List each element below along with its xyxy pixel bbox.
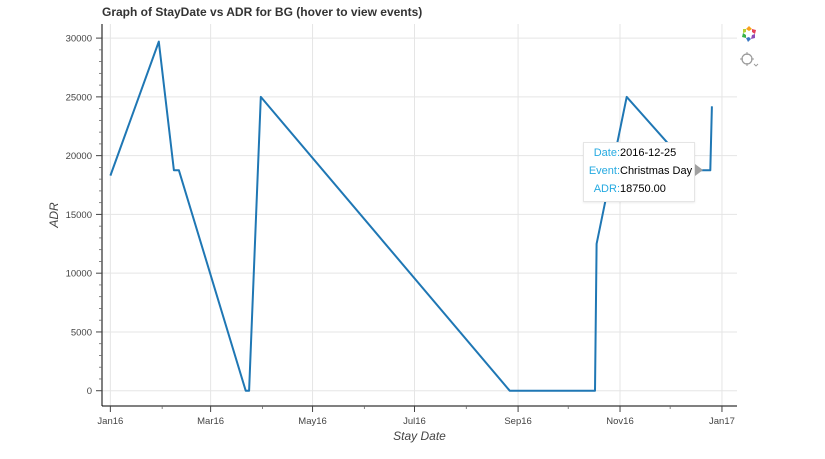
plot-area	[102, 24, 737, 406]
x-axis-label: Stay Date	[393, 429, 446, 443]
tooltip-event-key: Event:	[588, 165, 620, 177]
x-tick-label: Jul16	[403, 416, 426, 427]
x-tick-label: Sep16	[504, 416, 531, 427]
tooltip-adr-value: 18750.00	[620, 183, 666, 195]
x-tick-label: Jan17	[709, 416, 735, 427]
y-tick-label: 15000	[66, 210, 92, 221]
toolbar	[738, 24, 762, 76]
tooltip-event-value: Christmas Day	[620, 165, 693, 177]
x-tick-label: Mar16	[197, 416, 224, 427]
crosshair-hover-icon[interactable]	[738, 50, 760, 70]
y-tick-label: 20000	[66, 151, 92, 162]
y-axis-label: ADR	[47, 202, 61, 229]
y-tick-label: 25000	[66, 92, 92, 103]
chart-title: Graph of StayDate vs ADR for BG (hover t…	[102, 5, 423, 19]
bokeh-logo-icon[interactable]	[738, 24, 760, 44]
y-tick-label: 0	[87, 386, 92, 397]
x-tick-label: May16	[298, 416, 327, 427]
x-tick-label: Jan16	[97, 416, 123, 427]
tooltip-date-key: Date:	[593, 147, 620, 159]
y-tick-label: 10000	[66, 269, 92, 280]
tooltip-pointer-icon	[695, 164, 703, 176]
y-tick-label: 5000	[71, 327, 92, 338]
hover-tooltip: Date:2016-12-25 Event:Christmas Day ADR:…	[583, 142, 703, 202]
x-tick-label: Nov16	[606, 416, 633, 427]
tooltip-adr-key: ADR:	[593, 183, 620, 195]
tooltip-date-value: 2016-12-25	[620, 147, 677, 159]
y-tick-label: 30000	[66, 34, 92, 45]
